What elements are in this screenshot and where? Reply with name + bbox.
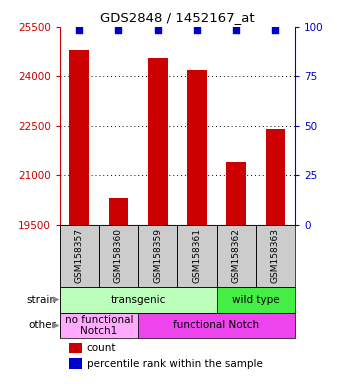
Point <box>194 27 199 33</box>
Title: GDS2848 / 1452167_at: GDS2848 / 1452167_at <box>100 11 255 24</box>
Text: wild type: wild type <box>232 295 280 305</box>
Point <box>272 27 278 33</box>
Text: transgenic: transgenic <box>110 295 166 305</box>
Text: functional Notch: functional Notch <box>174 321 260 331</box>
Text: GSM158357: GSM158357 <box>75 228 84 283</box>
Bar <box>217 286 295 313</box>
Text: count: count <box>87 343 116 353</box>
Bar <box>177 225 217 286</box>
Bar <box>217 225 256 286</box>
Bar <box>256 225 295 286</box>
Point <box>76 27 82 33</box>
Text: GSM158359: GSM158359 <box>153 228 162 283</box>
Text: strain: strain <box>27 295 57 305</box>
Bar <box>69 343 82 353</box>
Text: GSM158363: GSM158363 <box>271 228 280 283</box>
Bar <box>226 162 246 225</box>
Bar <box>187 70 207 225</box>
Bar <box>60 313 138 338</box>
Point <box>116 27 121 33</box>
Bar <box>109 199 128 225</box>
Text: GSM158360: GSM158360 <box>114 228 123 283</box>
Text: GSM158362: GSM158362 <box>232 228 241 283</box>
Bar <box>60 286 217 313</box>
Bar <box>266 129 285 225</box>
Bar <box>138 225 177 286</box>
Bar <box>148 58 167 225</box>
Point <box>155 27 160 33</box>
Text: other: other <box>29 321 57 331</box>
Text: percentile rank within the sample: percentile rank within the sample <box>87 359 263 369</box>
Text: GSM158361: GSM158361 <box>192 228 202 283</box>
Text: no functional
Notch1: no functional Notch1 <box>65 315 133 336</box>
Bar <box>69 358 82 369</box>
Point <box>233 27 239 33</box>
Bar <box>138 313 295 338</box>
Bar <box>70 50 89 225</box>
Bar <box>99 225 138 286</box>
Bar <box>60 225 99 286</box>
